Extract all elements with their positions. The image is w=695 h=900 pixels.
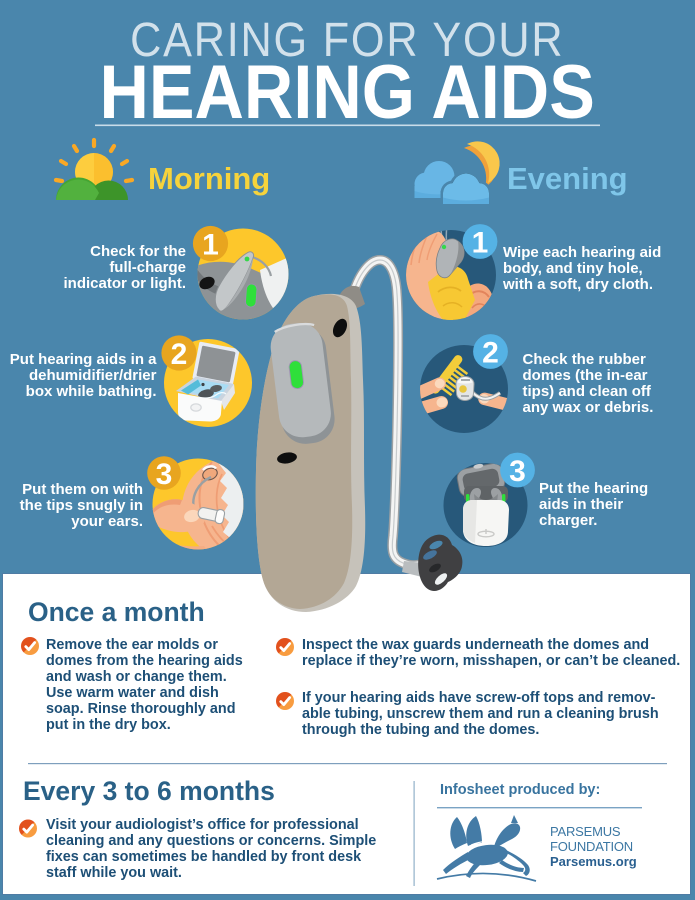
svg-text:1: 1 bbox=[202, 229, 219, 262]
svg-text:1: 1 bbox=[472, 227, 489, 260]
svg-text:3: 3 bbox=[156, 458, 173, 491]
svg-text:2: 2 bbox=[482, 337, 499, 370]
svg-text:3: 3 bbox=[509, 455, 526, 488]
svg-text:2: 2 bbox=[171, 338, 188, 371]
